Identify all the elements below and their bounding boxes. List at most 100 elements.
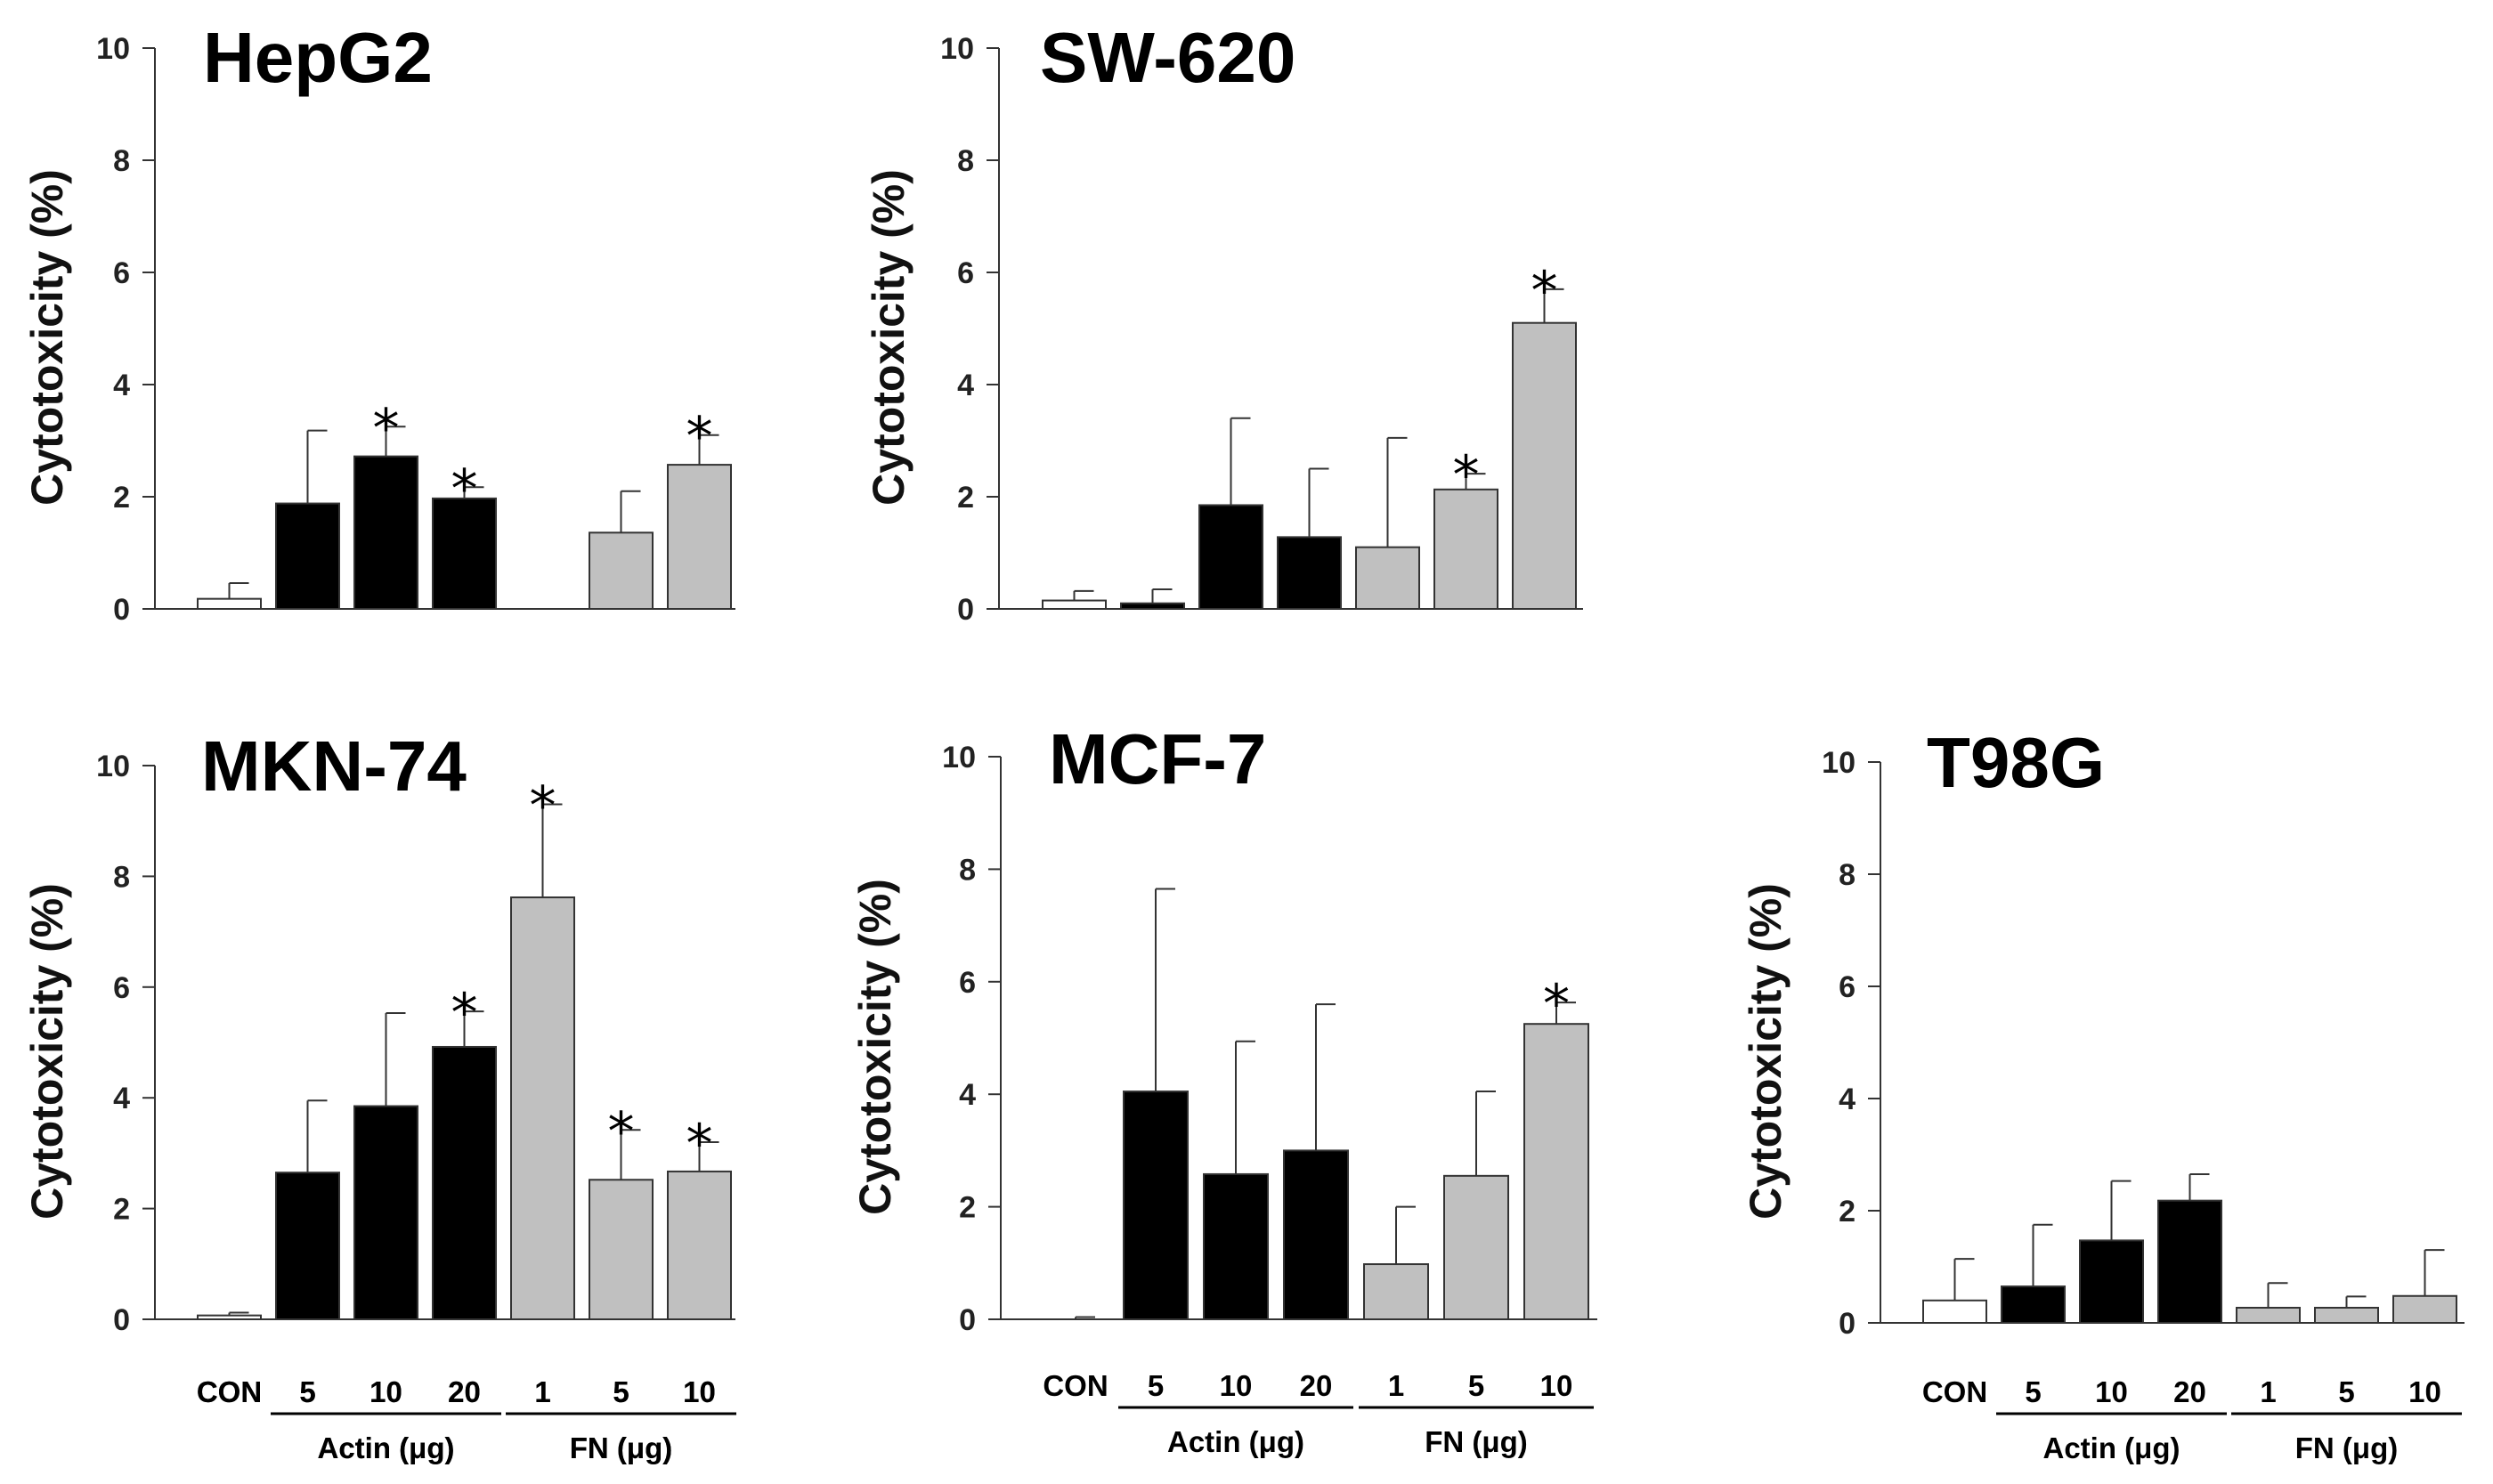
y-tick-label: 10: [942, 741, 976, 774]
bar: [275, 502, 340, 610]
significance-marker: *: [373, 397, 400, 459]
group-label: Actin (μg): [2043, 1431, 2180, 1464]
bar: [1283, 1149, 1349, 1321]
bar: [1922, 1299, 1987, 1325]
significance-marker: *: [451, 982, 478, 1044]
bar: [1042, 599, 1107, 610]
bar: [589, 1179, 654, 1320]
y-tick-label: 6: [113, 256, 130, 290]
x-tick-label: 10: [683, 1375, 716, 1408]
y-axis-label: Cytotoxicity (%): [1741, 883, 1791, 1220]
bar: [1123, 1091, 1189, 1321]
y-axis-label: Cytotoxicity (%): [22, 169, 72, 506]
x-tick-label: 5: [613, 1375, 629, 1408]
y-tick-label: 4: [113, 369, 130, 402]
y-tick-label: 6: [1839, 970, 1856, 1004]
bar: [2236, 1306, 2301, 1324]
bar: [275, 1172, 340, 1321]
bar: [1433, 488, 1498, 610]
y-tick-label: 6: [957, 256, 974, 290]
group-label: FN (μg): [570, 1431, 672, 1464]
group-label: FN (μg): [1425, 1425, 1527, 1458]
y-tick-label: 10: [940, 32, 974, 66]
bar: [2079, 1239, 2144, 1325]
bar: [197, 597, 262, 610]
bar: [432, 1045, 497, 1320]
bar: [667, 464, 732, 611]
chart-panel-mkn74: MKN-74 Cytotoxicity (%) 0 2 4 6 8 10 CON 5 10 * 20 * 1…: [22, 726, 736, 1464]
bar: [353, 1105, 418, 1321]
significance-marker: *: [530, 775, 556, 838]
x-tick-label: CON: [1922, 1375, 1987, 1408]
y-tick-label: 6: [113, 971, 130, 1005]
y-tick-label: 10: [96, 32, 130, 66]
y-tick-label: 10: [96, 750, 130, 783]
y-tick-label: 2: [113, 481, 130, 515]
bar: [1363, 1263, 1429, 1320]
bar: [2157, 1199, 2222, 1325]
x-tick-label: 10: [369, 1375, 402, 1408]
x-tick-label: CON: [197, 1375, 262, 1408]
y-tick-label: 6: [959, 966, 976, 1000]
x-tick-label: 10: [1220, 1369, 1253, 1402]
x-tick-label: 1: [1388, 1369, 1404, 1402]
group-label: FN (μg): [570, 1431, 672, 1464]
significance-marker: *: [1543, 973, 1570, 1035]
x-tick-label: 5: [1468, 1369, 1484, 1402]
x-tick-label: 1: [2260, 1375, 2276, 1408]
significance-marker: *: [451, 458, 478, 520]
x-tick-label: 1: [534, 1375, 550, 1408]
x-tick-label: CON: [197, 1375, 262, 1408]
bar: [510, 896, 575, 1320]
bar: [667, 1170, 732, 1321]
y-tick-label: 2: [957, 481, 974, 515]
bar: [1277, 536, 1342, 610]
group-label: Actin (μg): [1167, 1425, 1304, 1458]
y-tick-label: 10: [1822, 746, 1856, 780]
y-tick-label: 4: [957, 369, 974, 402]
bar: [1203, 1172, 1269, 1320]
bar: [589, 531, 654, 611]
x-tick-label: 10: [2408, 1375, 2441, 1408]
bar: [1355, 546, 1420, 611]
x-tick-label: 5: [613, 1375, 629, 1408]
y-tick-label: 4: [113, 1082, 130, 1115]
y-tick-label: 2: [113, 1193, 130, 1227]
x-tick-label: 10: [369, 1375, 402, 1408]
x-tick-label: 20: [2173, 1375, 2206, 1408]
y-tick-label: 8: [1839, 858, 1856, 892]
bar: [1120, 602, 1185, 611]
chart-title: MCF-7: [1049, 719, 1266, 799]
x-tick-label: 5: [1148, 1369, 1164, 1402]
bar: [353, 455, 418, 611]
bar: [1198, 504, 1263, 611]
y-tick-label: 0: [957, 593, 974, 627]
x-tick-label: CON: [1043, 1369, 1108, 1402]
x-tick-label: 5: [299, 1375, 315, 1408]
significance-marker: *: [608, 1100, 635, 1163]
significance-marker: *: [686, 1113, 713, 1175]
y-tick-label: 2: [1839, 1195, 1856, 1229]
x-tick-label: 5: [2338, 1375, 2354, 1408]
x-tick-label: 1: [534, 1375, 550, 1408]
y-tick-label: 0: [113, 593, 130, 627]
bar: [2392, 1294, 2457, 1325]
y-tick-label: 8: [959, 853, 976, 887]
x-tick-label: 5: [2025, 1375, 2041, 1408]
y-axis-label: Cytotoxicity (%): [864, 169, 914, 506]
x-tick-label: 5: [299, 1375, 315, 1408]
y-tick-label: 0: [959, 1303, 976, 1337]
x-tick-label: 10: [1540, 1369, 1573, 1402]
bar: [1443, 1174, 1509, 1320]
y-tick-label: 0: [113, 1303, 130, 1337]
y-tick-label: 4: [959, 1078, 976, 1112]
y-axis-label: Cytotoxicity (%): [22, 883, 72, 1220]
x-tick-label: 10: [683, 1375, 716, 1408]
y-tick-label: 8: [957, 144, 974, 178]
bar: [2001, 1285, 2066, 1325]
x-tick-label: 10: [2095, 1375, 2128, 1408]
group-label: Actin (μg): [318, 1431, 455, 1464]
